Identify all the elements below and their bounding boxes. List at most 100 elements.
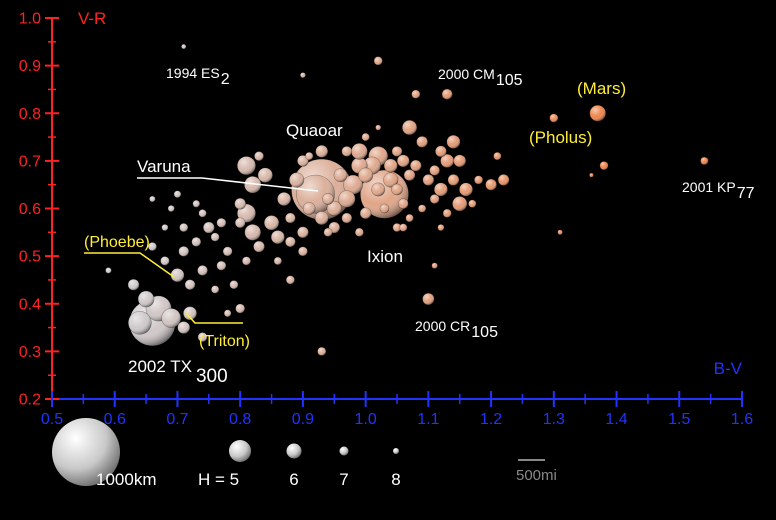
data-point: [277, 192, 292, 206]
data-point: [210, 285, 220, 294]
data-point: [235, 303, 246, 314]
x-tick-label: 1.4: [605, 411, 627, 428]
data-point: [341, 212, 353, 224]
data-point: [285, 275, 295, 285]
label-2001-kp: 2001 KP77: [682, 179, 755, 202]
x-tick-label: 0.9: [292, 411, 314, 428]
point-mars: [589, 104, 606, 122]
data-point: [244, 176, 262, 194]
data-point: [177, 321, 191, 334]
label-mars: (Mars): [577, 79, 626, 98]
data-point: [314, 211, 329, 225]
data-point: [191, 236, 202, 247]
data-point: [417, 204, 427, 213]
label-2000-cr: 2000 CR105: [415, 318, 498, 341]
data-point: [229, 280, 239, 290]
key-h-label: H = 5: [198, 470, 239, 489]
data-point: [285, 212, 296, 224]
key-circle-h: [286, 443, 302, 459]
data-point: [192, 199, 201, 208]
point-pholus: [549, 113, 559, 123]
data-point: [298, 246, 308, 257]
y-tick-label: 0.4: [19, 296, 41, 313]
data-point: [411, 89, 421, 99]
label-pholus: (Pholus): [529, 128, 592, 147]
point-2000-cr: [422, 292, 435, 306]
point-phoebe: [170, 268, 185, 283]
data-point: [497, 174, 510, 186]
label-phoebe-leader: [84, 252, 175, 278]
data-point: [237, 156, 256, 176]
data-point: [589, 172, 594, 178]
data-point: [371, 182, 386, 197]
y-tick-label: 0.8: [19, 106, 41, 123]
label-2000-cm: 2000 CM105: [438, 66, 523, 89]
data-point: [442, 208, 452, 218]
data-point: [234, 197, 246, 210]
data-point: [297, 226, 309, 239]
point-triton: [183, 306, 197, 321]
data-point: [234, 217, 246, 229]
data-points: [105, 43, 709, 356]
size-key: 1000km H = 5 6 7 8 500mi: [52, 418, 557, 489]
data-point: [441, 88, 453, 100]
data-point: [197, 332, 208, 342]
y-tick-label: 0.6: [19, 201, 41, 218]
data-point: [379, 203, 390, 214]
key-h-value: 8: [391, 470, 400, 489]
x-tick-label: 1.5: [668, 411, 690, 428]
data-point: [270, 230, 285, 245]
x-tick-label: 1.2: [480, 411, 502, 428]
data-point: [323, 227, 333, 237]
data-point: [137, 290, 155, 308]
data-point: [128, 310, 152, 335]
data-point: [383, 172, 399, 188]
data-point: [431, 262, 438, 269]
x-tick-label: 1.3: [543, 411, 565, 428]
data-point: [397, 198, 409, 210]
label-1994-es: 1994 ES2: [166, 65, 230, 88]
data-point: [361, 132, 370, 142]
data-point: [358, 167, 374, 183]
data-point: [315, 145, 329, 158]
y-tick-label: 0.5: [19, 249, 41, 266]
data-point: [302, 202, 316, 215]
point-1994-es: [181, 43, 187, 50]
data-point: [210, 232, 220, 242]
x-tick-label: 1.1: [417, 411, 439, 428]
data-point: [241, 256, 251, 266]
y-tick-label: 1.0: [19, 11, 41, 28]
data-point: [178, 246, 190, 257]
data-point: [341, 146, 353, 157]
x-axis-label: B-V: [714, 359, 743, 378]
y-tick-label: 0.2: [19, 392, 41, 409]
label-triton-leader: [185, 312, 243, 324]
point-2001-kp: [700, 156, 709, 165]
x-tick-label: 1.0: [355, 411, 377, 428]
data-point: [433, 182, 448, 197]
data-point: [299, 72, 306, 79]
x-tick-label: 0.7: [166, 411, 188, 428]
data-point: [197, 265, 208, 276]
data-point: [599, 161, 609, 171]
data-point: [305, 152, 314, 161]
label-varuna-leader: [137, 177, 319, 192]
data-point: [468, 199, 477, 208]
data-point: [396, 154, 410, 168]
data-point: [422, 174, 435, 186]
axes: 0.2 0.3 0.4 0.5 0.6 0.7 0.8 0.9 1.0 0.5 0.6 0.7 0.8 0…: [19, 9, 753, 428]
data-point: [391, 183, 403, 196]
data-point: [184, 279, 196, 291]
data-point: [333, 168, 348, 183]
key-size-label: 1000km: [96, 470, 156, 489]
x-tick-label: 1.6: [731, 411, 753, 428]
key-circle-h: [339, 446, 349, 456]
data-point: [216, 260, 227, 271]
data-point: [216, 217, 227, 228]
data-point: [198, 209, 207, 218]
data-point: [391, 146, 403, 157]
label-2002-tx: 2002 TX 300: [128, 357, 228, 387]
key-h-value: 6: [289, 470, 298, 489]
data-point: [161, 308, 182, 328]
data-point: [253, 240, 265, 253]
